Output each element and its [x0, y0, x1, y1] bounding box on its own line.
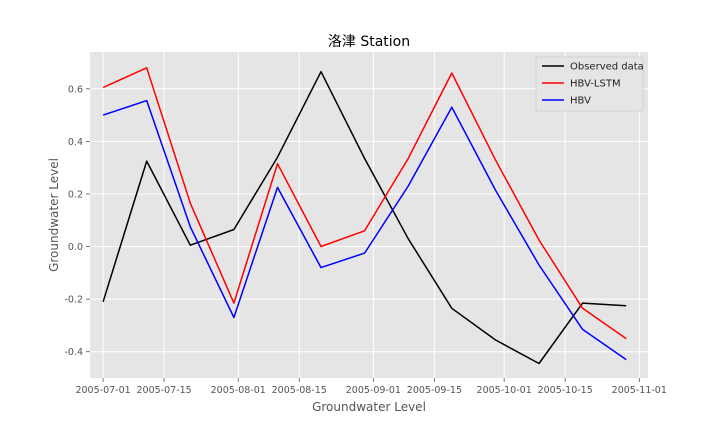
series-line-observed-data: [102, 70, 627, 365]
y-tick-label: 0.4: [68, 137, 83, 148]
x-tick-label: 2005-10-15: [538, 385, 593, 396]
x-tick-label: 2005-09-15: [407, 385, 462, 396]
x-tick-label: 2005-09-01: [346, 385, 401, 396]
x-tick-label: 2005-08-15: [272, 385, 327, 396]
y-axis-ticks: -0.4 -0.2 0.0 0.2 0.4 0.6: [64, 84, 90, 358]
x-tick-label: 2005-07-01: [75, 385, 130, 396]
y-tick-label: 0.2: [68, 189, 83, 200]
y-tick-label: -0.2: [64, 295, 83, 306]
y-tick-label: 0.0: [68, 242, 83, 253]
chart-title: 洛津 Station: [328, 34, 410, 50]
y-tick-label: -0.4: [64, 347, 83, 358]
y-tick-label: 0.6: [68, 84, 83, 95]
legend-label-hbv-lstm: HBV-LSTM: [570, 79, 621, 90]
series-lines: [102, 67, 627, 365]
series-line-hbv: [102, 99, 627, 361]
legend: Observed data HBV-LSTM HBV: [535, 56, 644, 112]
legend-label-observed-data: Observed data: [570, 62, 644, 73]
x-tick-label: 2005-10-01: [477, 385, 532, 396]
legend-box: [535, 56, 644, 112]
legend-label-hbv: HBV: [570, 96, 591, 107]
x-tick-label: 2005-11-01: [612, 385, 667, 396]
x-axis-label: Groundwater Level: [312, 400, 426, 414]
x-tick-label: 2005-08-01: [211, 385, 266, 396]
x-axis-ticks: 2005-07-01 2005-07-15 2005-08-01 2005-08-15…: [75, 378, 667, 396]
x-tick-label: 2005-07-15: [137, 385, 192, 396]
y-axis-label: Groundwater Level: [47, 158, 61, 272]
series-line-hbv-lstm: [102, 67, 627, 340]
